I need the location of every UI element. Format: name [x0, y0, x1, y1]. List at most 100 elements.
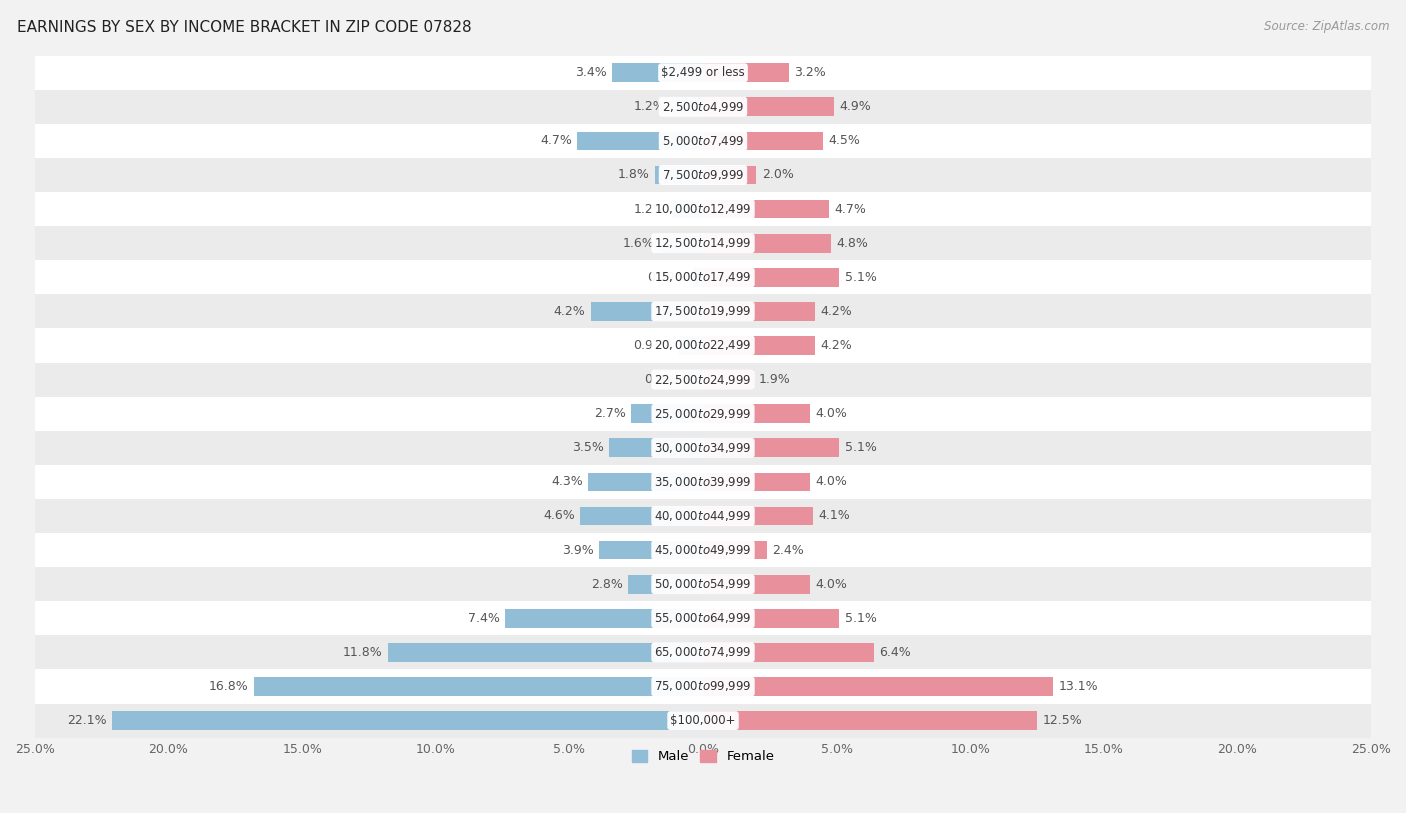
Text: 4.2%: 4.2%: [821, 339, 852, 352]
Text: 0.39%: 0.39%: [648, 271, 688, 284]
Text: 0.8%: 0.8%: [644, 373, 676, 386]
Bar: [35, 635, 1371, 669]
Bar: [254, 677, 703, 696]
Text: 4.9%: 4.9%: [839, 100, 872, 113]
Text: 4.7%: 4.7%: [834, 202, 866, 215]
Bar: [703, 132, 824, 150]
Text: 3.4%: 3.4%: [575, 66, 607, 79]
Bar: [671, 98, 703, 116]
Bar: [35, 703, 1371, 737]
Text: $5,000 to $7,499: $5,000 to $7,499: [662, 134, 744, 148]
Text: 2.8%: 2.8%: [591, 578, 623, 591]
Bar: [388, 643, 703, 662]
Bar: [35, 499, 1371, 533]
Text: $65,000 to $74,999: $65,000 to $74,999: [654, 646, 752, 659]
Bar: [703, 643, 875, 662]
Text: 5.1%: 5.1%: [845, 612, 876, 625]
Text: 11.8%: 11.8%: [343, 646, 382, 659]
Bar: [599, 541, 703, 559]
Text: $55,000 to $64,999: $55,000 to $64,999: [654, 611, 752, 625]
Bar: [35, 158, 1371, 192]
Text: 1.2%: 1.2%: [634, 100, 665, 113]
Bar: [661, 234, 703, 253]
Text: 5.1%: 5.1%: [845, 271, 876, 284]
Bar: [631, 404, 703, 423]
Text: 3.9%: 3.9%: [561, 544, 593, 557]
Bar: [35, 397, 1371, 431]
Bar: [35, 431, 1371, 465]
Text: 4.0%: 4.0%: [815, 476, 846, 489]
Text: 3.2%: 3.2%: [794, 66, 825, 79]
Bar: [655, 166, 703, 185]
Bar: [703, 575, 810, 593]
Bar: [703, 98, 834, 116]
Text: 0.91%: 0.91%: [634, 339, 673, 352]
Text: 2.4%: 2.4%: [772, 544, 804, 557]
Text: 12.5%: 12.5%: [1042, 714, 1083, 727]
Bar: [578, 132, 703, 150]
Text: 4.7%: 4.7%: [540, 134, 572, 147]
Bar: [703, 472, 810, 491]
Legend: Male, Female: Male, Female: [626, 745, 780, 768]
Text: $22,500 to $24,999: $22,500 to $24,999: [654, 372, 752, 387]
Text: $35,000 to $39,999: $35,000 to $39,999: [654, 475, 752, 489]
Text: $12,500 to $14,999: $12,500 to $14,999: [654, 237, 752, 250]
Text: $45,000 to $49,999: $45,000 to $49,999: [654, 543, 752, 557]
Bar: [703, 234, 831, 253]
Bar: [703, 336, 815, 355]
Bar: [693, 268, 703, 287]
Text: $17,500 to $19,999: $17,500 to $19,999: [654, 304, 752, 319]
Bar: [703, 63, 789, 82]
Bar: [703, 506, 813, 525]
Text: 4.5%: 4.5%: [828, 134, 860, 147]
Text: $2,499 or less: $2,499 or less: [661, 66, 745, 79]
Bar: [581, 506, 703, 525]
Bar: [703, 438, 839, 457]
Bar: [628, 575, 703, 593]
Bar: [612, 63, 703, 82]
Text: 1.8%: 1.8%: [617, 168, 650, 181]
Bar: [35, 328, 1371, 363]
Text: 4.3%: 4.3%: [551, 476, 582, 489]
Text: Source: ZipAtlas.com: Source: ZipAtlas.com: [1264, 20, 1389, 33]
Text: 16.8%: 16.8%: [209, 680, 249, 693]
Text: 13.1%: 13.1%: [1059, 680, 1098, 693]
Bar: [703, 677, 1053, 696]
Text: $7,500 to $9,999: $7,500 to $9,999: [662, 168, 744, 182]
Text: 4.0%: 4.0%: [815, 407, 846, 420]
Text: $40,000 to $44,999: $40,000 to $44,999: [654, 509, 752, 523]
Text: 1.2%: 1.2%: [634, 202, 665, 215]
Bar: [35, 226, 1371, 260]
Bar: [505, 609, 703, 628]
Bar: [35, 192, 1371, 226]
Text: 5.1%: 5.1%: [845, 441, 876, 454]
Bar: [703, 268, 839, 287]
Bar: [703, 370, 754, 389]
Text: 3.5%: 3.5%: [572, 441, 605, 454]
Text: $10,000 to $12,499: $10,000 to $12,499: [654, 202, 752, 216]
Bar: [703, 200, 828, 219]
Bar: [591, 302, 703, 321]
Bar: [703, 711, 1038, 730]
Bar: [703, 541, 768, 559]
Text: $100,000+: $100,000+: [671, 714, 735, 727]
Bar: [703, 404, 810, 423]
Bar: [35, 602, 1371, 635]
Bar: [35, 89, 1371, 124]
Text: $25,000 to $29,999: $25,000 to $29,999: [654, 406, 752, 420]
Bar: [588, 472, 703, 491]
Text: 1.9%: 1.9%: [759, 373, 790, 386]
Bar: [671, 200, 703, 219]
Text: 4.2%: 4.2%: [554, 305, 585, 318]
Bar: [35, 260, 1371, 294]
Text: 4.6%: 4.6%: [543, 510, 575, 523]
Bar: [703, 302, 815, 321]
Bar: [35, 55, 1371, 89]
Text: $75,000 to $99,999: $75,000 to $99,999: [654, 680, 752, 693]
Bar: [35, 363, 1371, 397]
Bar: [682, 370, 703, 389]
Text: 4.1%: 4.1%: [818, 510, 849, 523]
Text: 4.8%: 4.8%: [837, 237, 869, 250]
Text: 7.4%: 7.4%: [468, 612, 501, 625]
Text: $2,500 to $4,999: $2,500 to $4,999: [662, 100, 744, 114]
